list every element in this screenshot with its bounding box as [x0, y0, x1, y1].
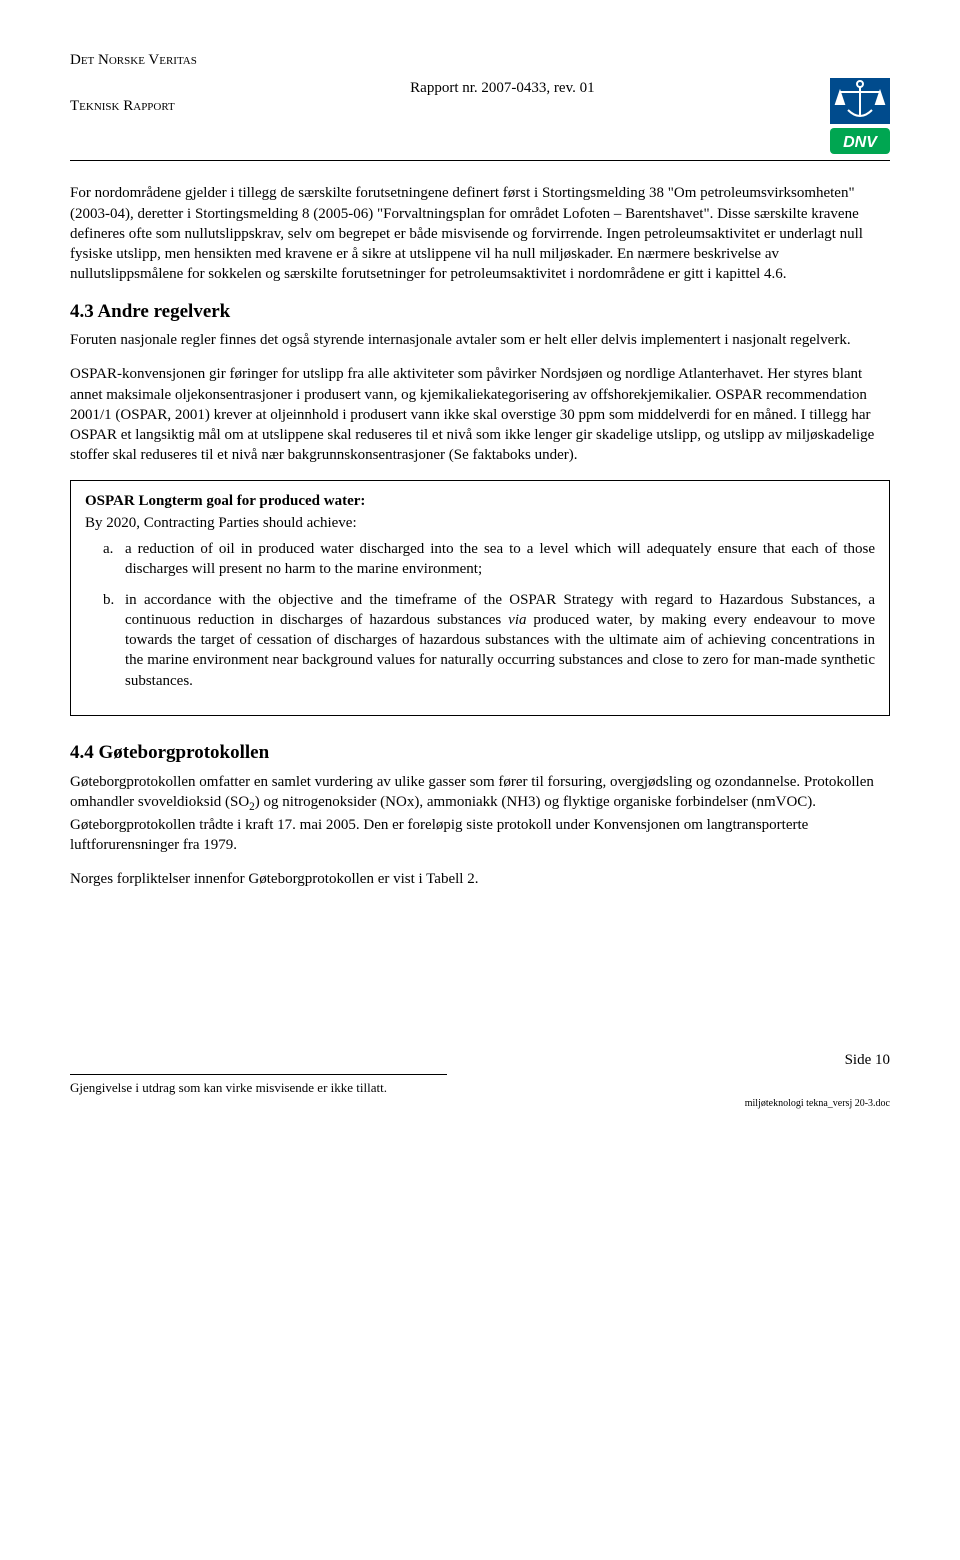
list-item: b. in accordance with the objective and …: [85, 590, 875, 691]
factbox-list: a. a reduction of oil in produced water …: [85, 539, 875, 691]
report-number: Rapport nr. 2007-0433, rev. 01: [410, 78, 594, 98]
section-4-3-p2: OSPAR-konvensjonen gir føringer for utsl…: [70, 364, 890, 465]
footer-filename: miljøteknologi tekna_versj 20-3.doc: [70, 1097, 890, 1111]
section-4-4-heading: 4.4 Gøteborgprotokollen: [70, 740, 890, 766]
page-header: Det Norske Veritas Teknisk Rapport Rappo…: [70, 50, 890, 154]
factbox-title: OSPAR Longterm goal for produced water:: [85, 491, 875, 511]
org-name: Det Norske Veritas: [70, 50, 890, 70]
footer-divider: [70, 1074, 447, 1075]
section-4-3-p1: Foruten nasjonale regler finnes det også…: [70, 330, 890, 350]
dnv-logo: DNV: [830, 78, 890, 154]
page-footer: Side 10 Gjengivelse i utdrag som kan vir…: [70, 1050, 890, 1110]
header-divider: [70, 160, 890, 161]
list-item-text: in accordance with the objective and the…: [125, 590, 875, 691]
svg-text:DNV: DNV: [843, 134, 878, 151]
section-4-3-heading: 4.3 Andre regelverk: [70, 299, 890, 325]
anchor-scales-icon: [830, 78, 890, 124]
doc-type: Teknisk Rapport: [70, 96, 175, 116]
section-4-4-p1: Gøteborgprotokollen omfatter en samlet v…: [70, 772, 890, 856]
ospar-factbox: OSPAR Longterm goal for produced water: …: [70, 480, 890, 716]
dnv-wordmark-icon: DNV: [830, 128, 890, 154]
intro-paragraph: For nordområdene gjelder i tillegg de sæ…: [70, 183, 890, 284]
section-4-4-p2: Norges forpliktelser innenfor Gøteborgpr…: [70, 869, 890, 889]
list-item: a. a reduction of oil in produced water …: [85, 539, 875, 580]
page-number: Side 10: [70, 1050, 890, 1070]
factbox-subtitle: By 2020, Contracting Parties should achi…: [85, 513, 875, 533]
footer-disclaimer: Gjengivelse i utdrag som kan virke misvi…: [70, 1079, 890, 1097]
